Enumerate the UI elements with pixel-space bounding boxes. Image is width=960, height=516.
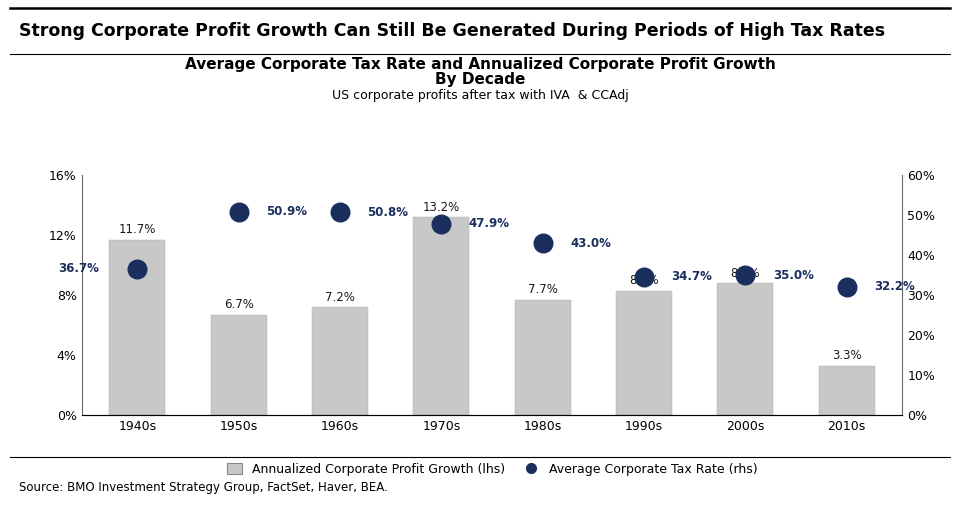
Text: 50.9%: 50.9% (266, 205, 307, 218)
Bar (414, 217, 469, 415)
Legend: Annualized Corporate Profit Growth (lhs), Average Corporate Tax Rate (rhs): Annualized Corporate Profit Growth (lhs)… (222, 458, 762, 481)
Text: 7.2%: 7.2% (325, 291, 355, 303)
Text: 36.7%: 36.7% (58, 262, 99, 275)
Text: Source: BMO Investment Strategy Group, FactSet, Haver, BEA.: Source: BMO Investment Strategy Group, F… (19, 481, 388, 494)
Point (535, 239, 550, 248)
Text: Average Corporate Tax Rate and Annualized Corporate Profit Growth: Average Corporate Tax Rate and Annualize… (184, 57, 776, 72)
Bar (717, 283, 773, 415)
Bar (109, 240, 165, 415)
Text: 50.8%: 50.8% (368, 206, 408, 219)
Text: 11.7%: 11.7% (119, 223, 156, 236)
Text: US corporate profits after tax with IVA  & CCAdj: US corporate profits after tax with IVA … (331, 89, 629, 102)
Text: 13.2%: 13.2% (422, 201, 460, 214)
Point (839, 282, 854, 291)
Point (332, 208, 348, 216)
Bar (515, 300, 570, 415)
Point (434, 220, 449, 228)
Bar (616, 291, 672, 415)
Bar (211, 315, 267, 415)
Text: Strong Corporate Profit Growth Can Still Be Generated During Periods of High Tax: Strong Corporate Profit Growth Can Still… (19, 22, 885, 40)
Point (636, 272, 652, 281)
Text: By Decade: By Decade (435, 72, 525, 88)
Text: 32.2%: 32.2% (874, 280, 915, 293)
Point (130, 265, 145, 273)
Text: 8.3%: 8.3% (629, 274, 659, 287)
Text: 47.9%: 47.9% (468, 217, 510, 230)
Text: 7.7%: 7.7% (528, 283, 558, 296)
Text: 3.3%: 3.3% (832, 349, 861, 362)
Point (737, 271, 753, 280)
Text: 35.0%: 35.0% (773, 269, 813, 282)
Text: 34.7%: 34.7% (671, 270, 712, 283)
Bar (312, 308, 368, 415)
Point (231, 208, 247, 216)
Text: 6.7%: 6.7% (224, 298, 253, 311)
Bar (819, 366, 875, 415)
Text: 8.8%: 8.8% (731, 267, 760, 280)
Text: 43.0%: 43.0% (570, 237, 611, 250)
